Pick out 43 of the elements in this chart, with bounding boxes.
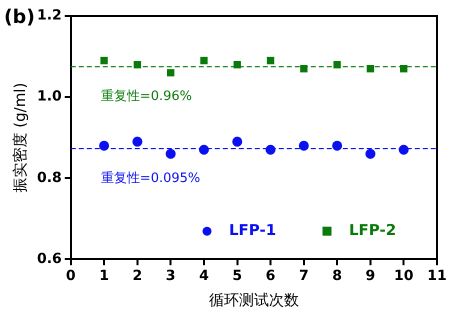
x-tick-label: 3 bbox=[166, 268, 176, 284]
point bbox=[365, 148, 376, 159]
y-tick-label: 1.0 bbox=[36, 88, 62, 105]
annotation: 重复性=0.095% bbox=[100, 170, 200, 186]
point bbox=[333, 60, 341, 68]
x-tick-label: 10 bbox=[394, 268, 414, 284]
x-axis-title: 循环测试次数 bbox=[208, 290, 299, 309]
point bbox=[366, 65, 374, 72]
point bbox=[99, 140, 110, 151]
point bbox=[266, 144, 276, 155]
point bbox=[266, 56, 274, 64]
point bbox=[232, 136, 242, 147]
x-tick-label: 9 bbox=[366, 268, 376, 284]
x-tick-label: 2 bbox=[132, 268, 142, 284]
point bbox=[332, 140, 342, 151]
legend-label: LFP-1 bbox=[229, 221, 276, 240]
point bbox=[132, 136, 142, 147]
x-tick-label: 11 bbox=[427, 268, 447, 284]
point bbox=[100, 56, 108, 64]
legend-label: LFP-2 bbox=[349, 221, 396, 240]
x-tick-label: 1 bbox=[99, 268, 109, 284]
x-tick-label: 5 bbox=[232, 268, 242, 284]
point bbox=[166, 69, 174, 76]
y-tick-label: 0.6 bbox=[36, 250, 62, 267]
y-tick-label: 1.2 bbox=[36, 8, 62, 24]
y-axis-title: 振实密度 (g/ml) bbox=[10, 82, 29, 193]
point bbox=[234, 60, 241, 68]
x-tick-label: 0 bbox=[66, 268, 76, 284]
point bbox=[400, 65, 408, 72]
x-tick-label: 6 bbox=[266, 268, 276, 284]
text: (b) bbox=[4, 6, 35, 28]
y-tick-label: 0.8 bbox=[36, 170, 62, 186]
annotation: 重复性=0.96% bbox=[100, 89, 192, 104]
point bbox=[398, 144, 409, 155]
point bbox=[300, 65, 308, 72]
point bbox=[134, 60, 142, 68]
point bbox=[200, 56, 208, 64]
x-tick-label: 4 bbox=[199, 268, 210, 284]
point bbox=[166, 148, 176, 159]
point bbox=[298, 140, 309, 151]
x-tick-label: 8 bbox=[332, 268, 342, 284]
point bbox=[198, 144, 209, 155]
x-tick-label: 7 bbox=[298, 268, 309, 284]
